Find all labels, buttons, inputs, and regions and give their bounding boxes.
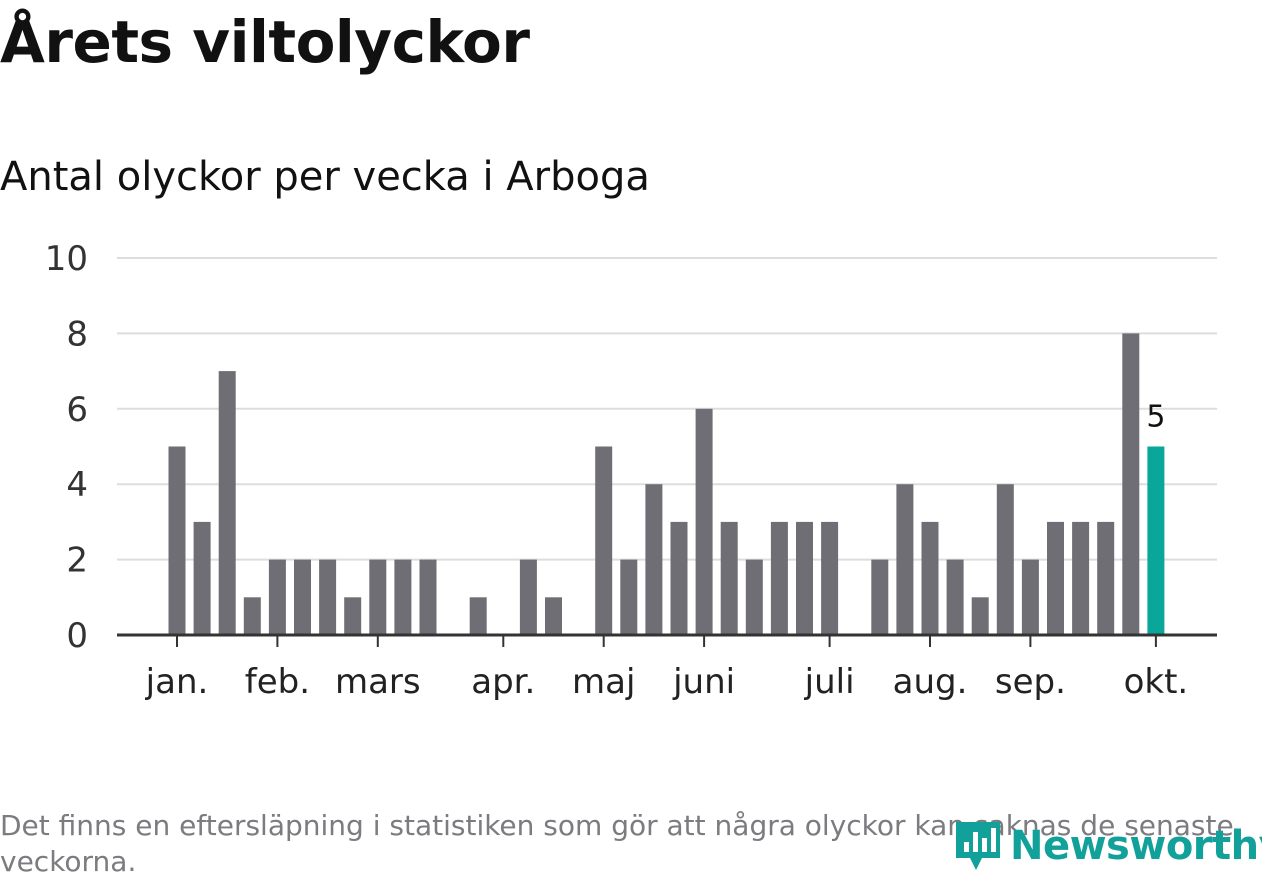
bar: [896, 484, 914, 635]
x-tick-label: feb.: [245, 662, 310, 702]
bar: [294, 559, 311, 635]
newsworthy-logo-icon: [956, 822, 1000, 870]
gridlines: [117, 257, 1217, 561]
bar: [871, 559, 889, 635]
footnote: Det finns en eftersläpning i statistiken…: [0, 809, 1234, 878]
bar: [695, 408, 713, 635]
x-tick-label: mars: [335, 662, 421, 702]
bar: [996, 484, 1014, 635]
bar: [344, 597, 362, 635]
x-tick-label: aug.: [893, 662, 968, 702]
y-tick-label: 6: [66, 390, 88, 430]
bar: [921, 521, 939, 635]
bar: [419, 559, 437, 635]
bar: [519, 559, 537, 635]
bar: [193, 521, 211, 635]
bar: [369, 559, 387, 635]
x-tick-label: apr.: [471, 662, 535, 702]
bar-highlight: [1147, 446, 1165, 635]
bar: [469, 597, 487, 635]
bar: [620, 559, 638, 635]
chart-subtitle: Antal olyckor per vecka i Arboga: [0, 154, 650, 200]
bar: [243, 597, 261, 635]
bar: [745, 559, 763, 635]
bar: [720, 521, 738, 635]
bar: [645, 484, 663, 635]
x-tick-label: sep.: [995, 662, 1066, 702]
bar: [971, 597, 989, 635]
chart-title: Årets viltolyckor: [0, 8, 530, 76]
bar: [545, 597, 562, 635]
bar: [770, 521, 788, 635]
bars: 5: [168, 333, 1165, 635]
bar: [1047, 521, 1064, 635]
y-tick-label: 4: [66, 465, 88, 505]
newsworthy-logo: Newsworthy: [952, 818, 1262, 874]
bar: [319, 559, 337, 635]
x-tick-label: maj: [572, 662, 635, 702]
bar-chart: 0 2 4 6 8 10 5 jan. feb. mars apr. maj juni juli aug…: [45, 239, 1217, 702]
bar: [168, 446, 186, 635]
x-axis: jan. feb. mars apr. maj juni juli aug. sep. okt.: [117, 633, 1217, 702]
bar: [821, 521, 839, 635]
bar: [268, 559, 286, 635]
bar: [1021, 559, 1039, 635]
x-tick-label: juni: [672, 662, 735, 702]
bar: [670, 521, 688, 635]
x-tick-label: okt.: [1124, 662, 1189, 702]
bar: [218, 371, 236, 635]
logo-text: Newsworthy: [1010, 823, 1262, 869]
y-tick-label: 2: [66, 541, 88, 581]
bar: [595, 446, 613, 635]
bar: [1072, 521, 1090, 635]
bar: [1122, 333, 1140, 635]
y-axis-ticks: 0 2 4 6 8 10: [45, 239, 88, 656]
bar: [394, 559, 412, 635]
y-tick-label: 8: [66, 314, 88, 354]
bar: [946, 559, 964, 635]
y-tick-label: 10: [45, 239, 88, 279]
highlight-data-label: 5: [1146, 400, 1165, 435]
bar: [1097, 521, 1115, 635]
x-tick-label: jan.: [145, 662, 209, 702]
x-tick-label: juli: [804, 662, 855, 702]
bar: [796, 521, 813, 635]
y-tick-label: 0: [66, 616, 88, 656]
